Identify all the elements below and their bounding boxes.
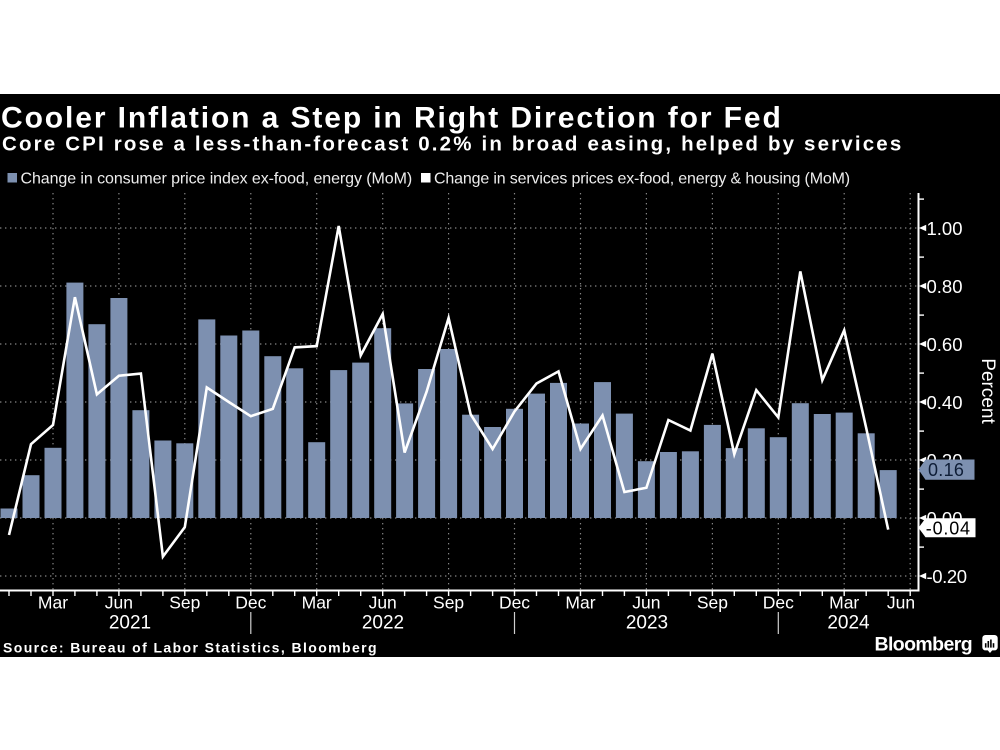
svg-text:2022: 2022 <box>362 613 404 634</box>
svg-text:Dec: Dec <box>235 593 266 613</box>
svg-text:Dec: Dec <box>763 593 794 613</box>
svg-text:Mar: Mar <box>38 593 68 613</box>
svg-text:Sep: Sep <box>169 593 200 613</box>
svg-text:0.16: 0.16 <box>928 460 964 480</box>
svg-text:Bloomberg: Bloomberg <box>875 634 973 656</box>
svg-text:Sep: Sep <box>433 593 464 613</box>
svg-text:Jun: Jun <box>887 593 915 613</box>
svg-text:0.60: 0.60 <box>927 334 963 355</box>
svg-text:Jun: Jun <box>632 593 660 613</box>
svg-text:1.00: 1.00 <box>927 218 963 239</box>
svg-text:Jun: Jun <box>369 593 397 613</box>
svg-text:Mar: Mar <box>565 593 595 613</box>
svg-text:Sep: Sep <box>697 593 728 613</box>
svg-text:Dec: Dec <box>499 593 530 613</box>
svg-text:Source: Bureau of Labor Statis: Source: Bureau of Labor Statistics, Bloo… <box>3 639 378 655</box>
svg-text:Change in consumer price index: Change in consumer price index ex-food, … <box>21 170 413 187</box>
svg-text:Core CPI rose a less-than-fore: Core CPI rose a less-than-forecast 0.2% … <box>2 133 903 156</box>
svg-text:2023: 2023 <box>626 613 668 634</box>
svg-text:Mar: Mar <box>302 593 332 613</box>
svg-text:Percent: Percent <box>977 358 998 424</box>
svg-text:Mar: Mar <box>829 593 859 613</box>
svg-text:Change in services prices ex-f: Change in services prices ex-food, energ… <box>434 170 850 187</box>
svg-text:Jun: Jun <box>105 593 133 613</box>
svg-text:-0.20: -0.20 <box>927 566 967 587</box>
svg-text:2024: 2024 <box>827 613 870 634</box>
svg-text:Cooler Inflation a Step in Rig: Cooler Inflation a Step in Right Directi… <box>1 102 783 135</box>
svg-text:-0.04: -0.04 <box>926 518 971 538</box>
svg-text:0.80: 0.80 <box>927 276 963 297</box>
svg-text:0.40: 0.40 <box>927 392 963 413</box>
svg-text:2021: 2021 <box>109 613 151 634</box>
